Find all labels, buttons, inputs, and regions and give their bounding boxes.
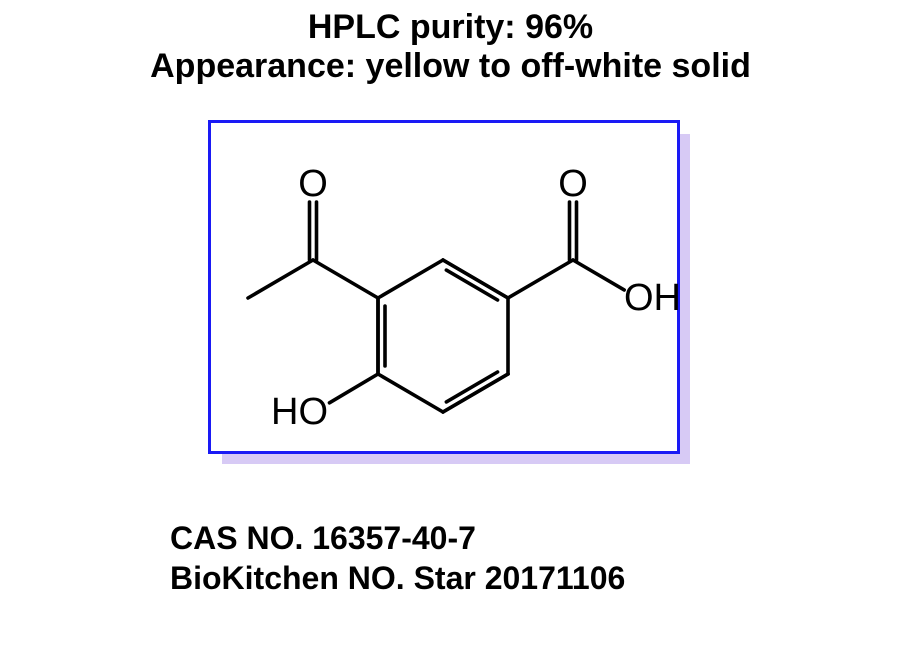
molecule-svg: O O OH HO: [208, 120, 678, 452]
svg-text:O: O: [298, 163, 328, 205]
structure-diagram: O O OH HO: [208, 120, 690, 464]
svg-text:OH: OH: [624, 277, 678, 319]
header-line-1: HPLC purity: 96%: [0, 8, 901, 47]
footer-block: CAS NO. 16357-40-7 BioKitchen NO. Star 2…: [170, 518, 625, 598]
header-line-2: Appearance: yellow to off-white solid: [0, 47, 901, 86]
footer-line-2: BioKitchen NO. Star 20171106: [170, 558, 625, 598]
svg-text:HO: HO: [271, 391, 328, 433]
svg-text:O: O: [558, 163, 588, 205]
header-block: HPLC purity: 96% Appearance: yellow to o…: [0, 8, 901, 86]
footer-line-1: CAS NO. 16357-40-7: [170, 518, 625, 558]
